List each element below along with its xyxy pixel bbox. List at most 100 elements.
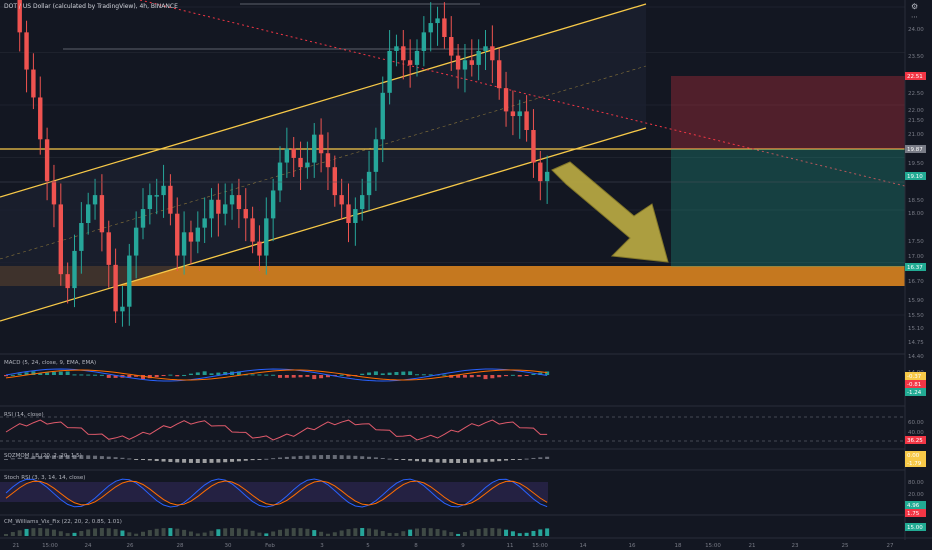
candle[interactable]	[250, 218, 255, 242]
stop-loss-zone[interactable]	[671, 76, 905, 149]
candle[interactable]	[79, 223, 84, 251]
candle[interactable]	[181, 232, 187, 256]
candle[interactable]	[168, 185, 173, 214]
candle[interactable]	[195, 227, 200, 242]
candle[interactable]	[442, 18, 447, 38]
candle[interactable]	[99, 195, 105, 233]
candle[interactable]	[127, 255, 132, 307]
candle[interactable]	[414, 50, 420, 65]
candle[interactable]	[394, 46, 399, 51]
candle[interactable]	[387, 50, 392, 93]
candle[interactable]	[243, 209, 248, 219]
candle[interactable]	[175, 213, 180, 256]
candle[interactable]	[106, 232, 111, 265]
candle[interactable]	[312, 134, 317, 163]
candle[interactable]	[360, 195, 365, 210]
candle[interactable]	[407, 60, 413, 65]
candle[interactable]	[318, 134, 324, 154]
candle[interactable]	[305, 162, 310, 168]
stoch-rsi-label[interactable]: Stoch RSI (3, 3, 14, 14, close)	[4, 475, 85, 481]
candle[interactable]	[277, 162, 283, 191]
candle[interactable]	[51, 181, 57, 205]
gear-icon[interactable]: ⚙	[911, 2, 918, 11]
macd-histogram-bar	[65, 371, 70, 375]
candle[interactable]	[346, 204, 351, 224]
macd-histogram-bar	[367, 372, 372, 375]
candle[interactable]	[531, 130, 536, 163]
candle[interactable]	[428, 23, 433, 33]
chart-title[interactable]: DOT / US Dollar (calculated by TradingVi…	[4, 3, 178, 10]
candle[interactable]	[517, 111, 522, 117]
candle[interactable]	[325, 153, 331, 168]
candle[interactable]	[202, 218, 207, 228]
candle[interactable]	[236, 195, 242, 210]
candle[interactable]	[483, 46, 488, 51]
rsi-label[interactable]: RSI (14, close)	[4, 412, 44, 418]
candle[interactable]	[188, 232, 194, 242]
channel-upper-line[interactable]	[0, 3, 647, 198]
candle[interactable]	[510, 111, 516, 117]
candle[interactable]	[503, 88, 509, 112]
candle[interactable]	[455, 55, 461, 70]
candle[interactable]	[291, 148, 296, 158]
candle[interactable]	[264, 218, 269, 256]
candle[interactable]	[17, 0, 22, 33]
macd-histogram-bar	[538, 372, 543, 375]
candle[interactable]	[257, 241, 262, 256]
candle[interactable]	[490, 46, 495, 61]
take-profit-zone[interactable]	[671, 149, 905, 267]
candle[interactable]	[544, 171, 550, 182]
candle[interactable]	[298, 157, 303, 168]
channel-lower-line[interactable]	[0, 127, 647, 322]
candle[interactable]	[462, 60, 468, 70]
candle[interactable]	[435, 18, 440, 24]
candle[interactable]	[216, 199, 221, 214]
candle[interactable]	[373, 139, 379, 172]
candle[interactable]	[284, 148, 290, 163]
candle[interactable]	[469, 60, 474, 65]
squeeze-label[interactable]: SQZMOM_LB (20, 2, 20, 1.5)	[4, 453, 82, 459]
macd-histogram-bar	[72, 374, 77, 376]
candle[interactable]	[86, 204, 91, 224]
candle[interactable]	[339, 195, 344, 205]
candle[interactable]	[538, 162, 543, 182]
williams-bar	[510, 531, 515, 536]
candle[interactable]	[31, 69, 36, 98]
candle[interactable]	[147, 195, 153, 210]
candle[interactable]	[270, 190, 276, 219]
candle[interactable]	[161, 185, 166, 196]
candle[interactable]	[223, 204, 228, 214]
candle[interactable]	[380, 92, 385, 140]
candle[interactable]	[58, 204, 63, 275]
candle[interactable]	[209, 199, 214, 219]
macd-label[interactable]: MACD (5, 24, close, 9, EMA, EMA)	[4, 360, 96, 366]
williams-label[interactable]: CM_Williams_Vix_Fix (22, 20, 2, 0.85, 1.…	[4, 519, 122, 525]
candle[interactable]	[133, 227, 139, 256]
candle[interactable]	[38, 97, 43, 140]
candle[interactable]	[154, 195, 159, 197]
candle[interactable]	[524, 111, 529, 131]
candle[interactable]	[497, 60, 502, 89]
candle[interactable]	[449, 37, 454, 56]
candle[interactable]	[72, 250, 77, 289]
dotted-trendline[interactable]	[139, 0, 906, 187]
candle[interactable]	[332, 167, 337, 196]
time-axis[interactable]: 21 15:00 24 26 28 30 Feb 3 5 8 9 11 15:00 14 16 18 15:00…	[13, 543, 894, 549]
candle[interactable]	[92, 195, 98, 205]
more-icon[interactable]: ⋯	[911, 13, 918, 21]
candle[interactable]	[401, 46, 406, 61]
candle[interactable]	[366, 171, 372, 196]
candle[interactable]	[24, 32, 29, 70]
candle[interactable]	[44, 139, 50, 182]
candle[interactable]	[140, 209, 146, 228]
support-zone[interactable]	[0, 266, 905, 286]
candle[interactable]	[65, 274, 70, 289]
candle[interactable]	[229, 195, 235, 205]
candle[interactable]	[421, 32, 427, 51]
down-arrow[interactable]	[551, 161, 669, 263]
candle[interactable]	[120, 306, 125, 312]
candle[interactable]	[113, 264, 118, 312]
candle[interactable]	[353, 209, 358, 224]
candle[interactable]	[476, 50, 481, 65]
